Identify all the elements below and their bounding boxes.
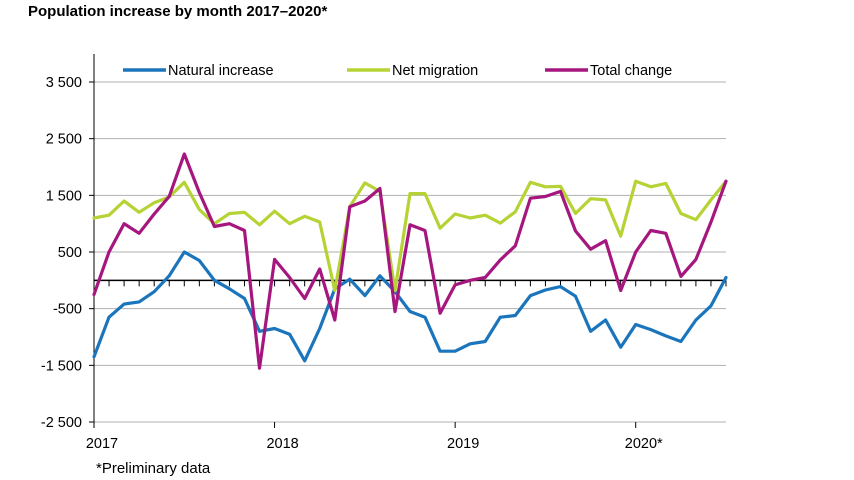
legend-label: Natural increase — [168, 63, 274, 79]
y-tick-label: -2 500 — [41, 415, 82, 431]
y-tick-label: 2 500 — [46, 132, 82, 148]
y-tick-label: 3 500 — [46, 75, 82, 91]
x-tick-label: 2018 — [266, 436, 298, 452]
chart-title: Population increase by month 2017–2020* — [28, 3, 328, 20]
y-tick-label: -500 — [53, 302, 82, 318]
x-tick-label: 2019 — [447, 436, 479, 452]
y-tick-label: -1 500 — [41, 358, 82, 374]
series-line-natural-increase — [92, 250, 728, 363]
legend-label: Net migration — [392, 63, 478, 79]
legend-label: Total change — [590, 63, 672, 79]
y-tick-label: 1 500 — [46, 188, 82, 204]
grid-lines — [94, 81, 726, 423]
series-line-net-migration — [92, 179, 728, 293]
y-tick-label: 500 — [58, 245, 82, 261]
y-tick-labels: 3 500 2 500 1 500 500 -500 -1 500 -2 500 — [41, 75, 82, 431]
series-line-total-change — [92, 152, 728, 370]
x-tick-labels: 2017 2018 2019 2020* — [86, 436, 663, 452]
x-tick-label: 2020* — [625, 436, 663, 452]
series-lines — [92, 152, 728, 370]
footnote: *Preliminary data — [96, 460, 211, 477]
legend: Natural increase Net migration Total chang… — [123, 63, 672, 79]
x-tick-label: 2017 — [86, 436, 118, 452]
